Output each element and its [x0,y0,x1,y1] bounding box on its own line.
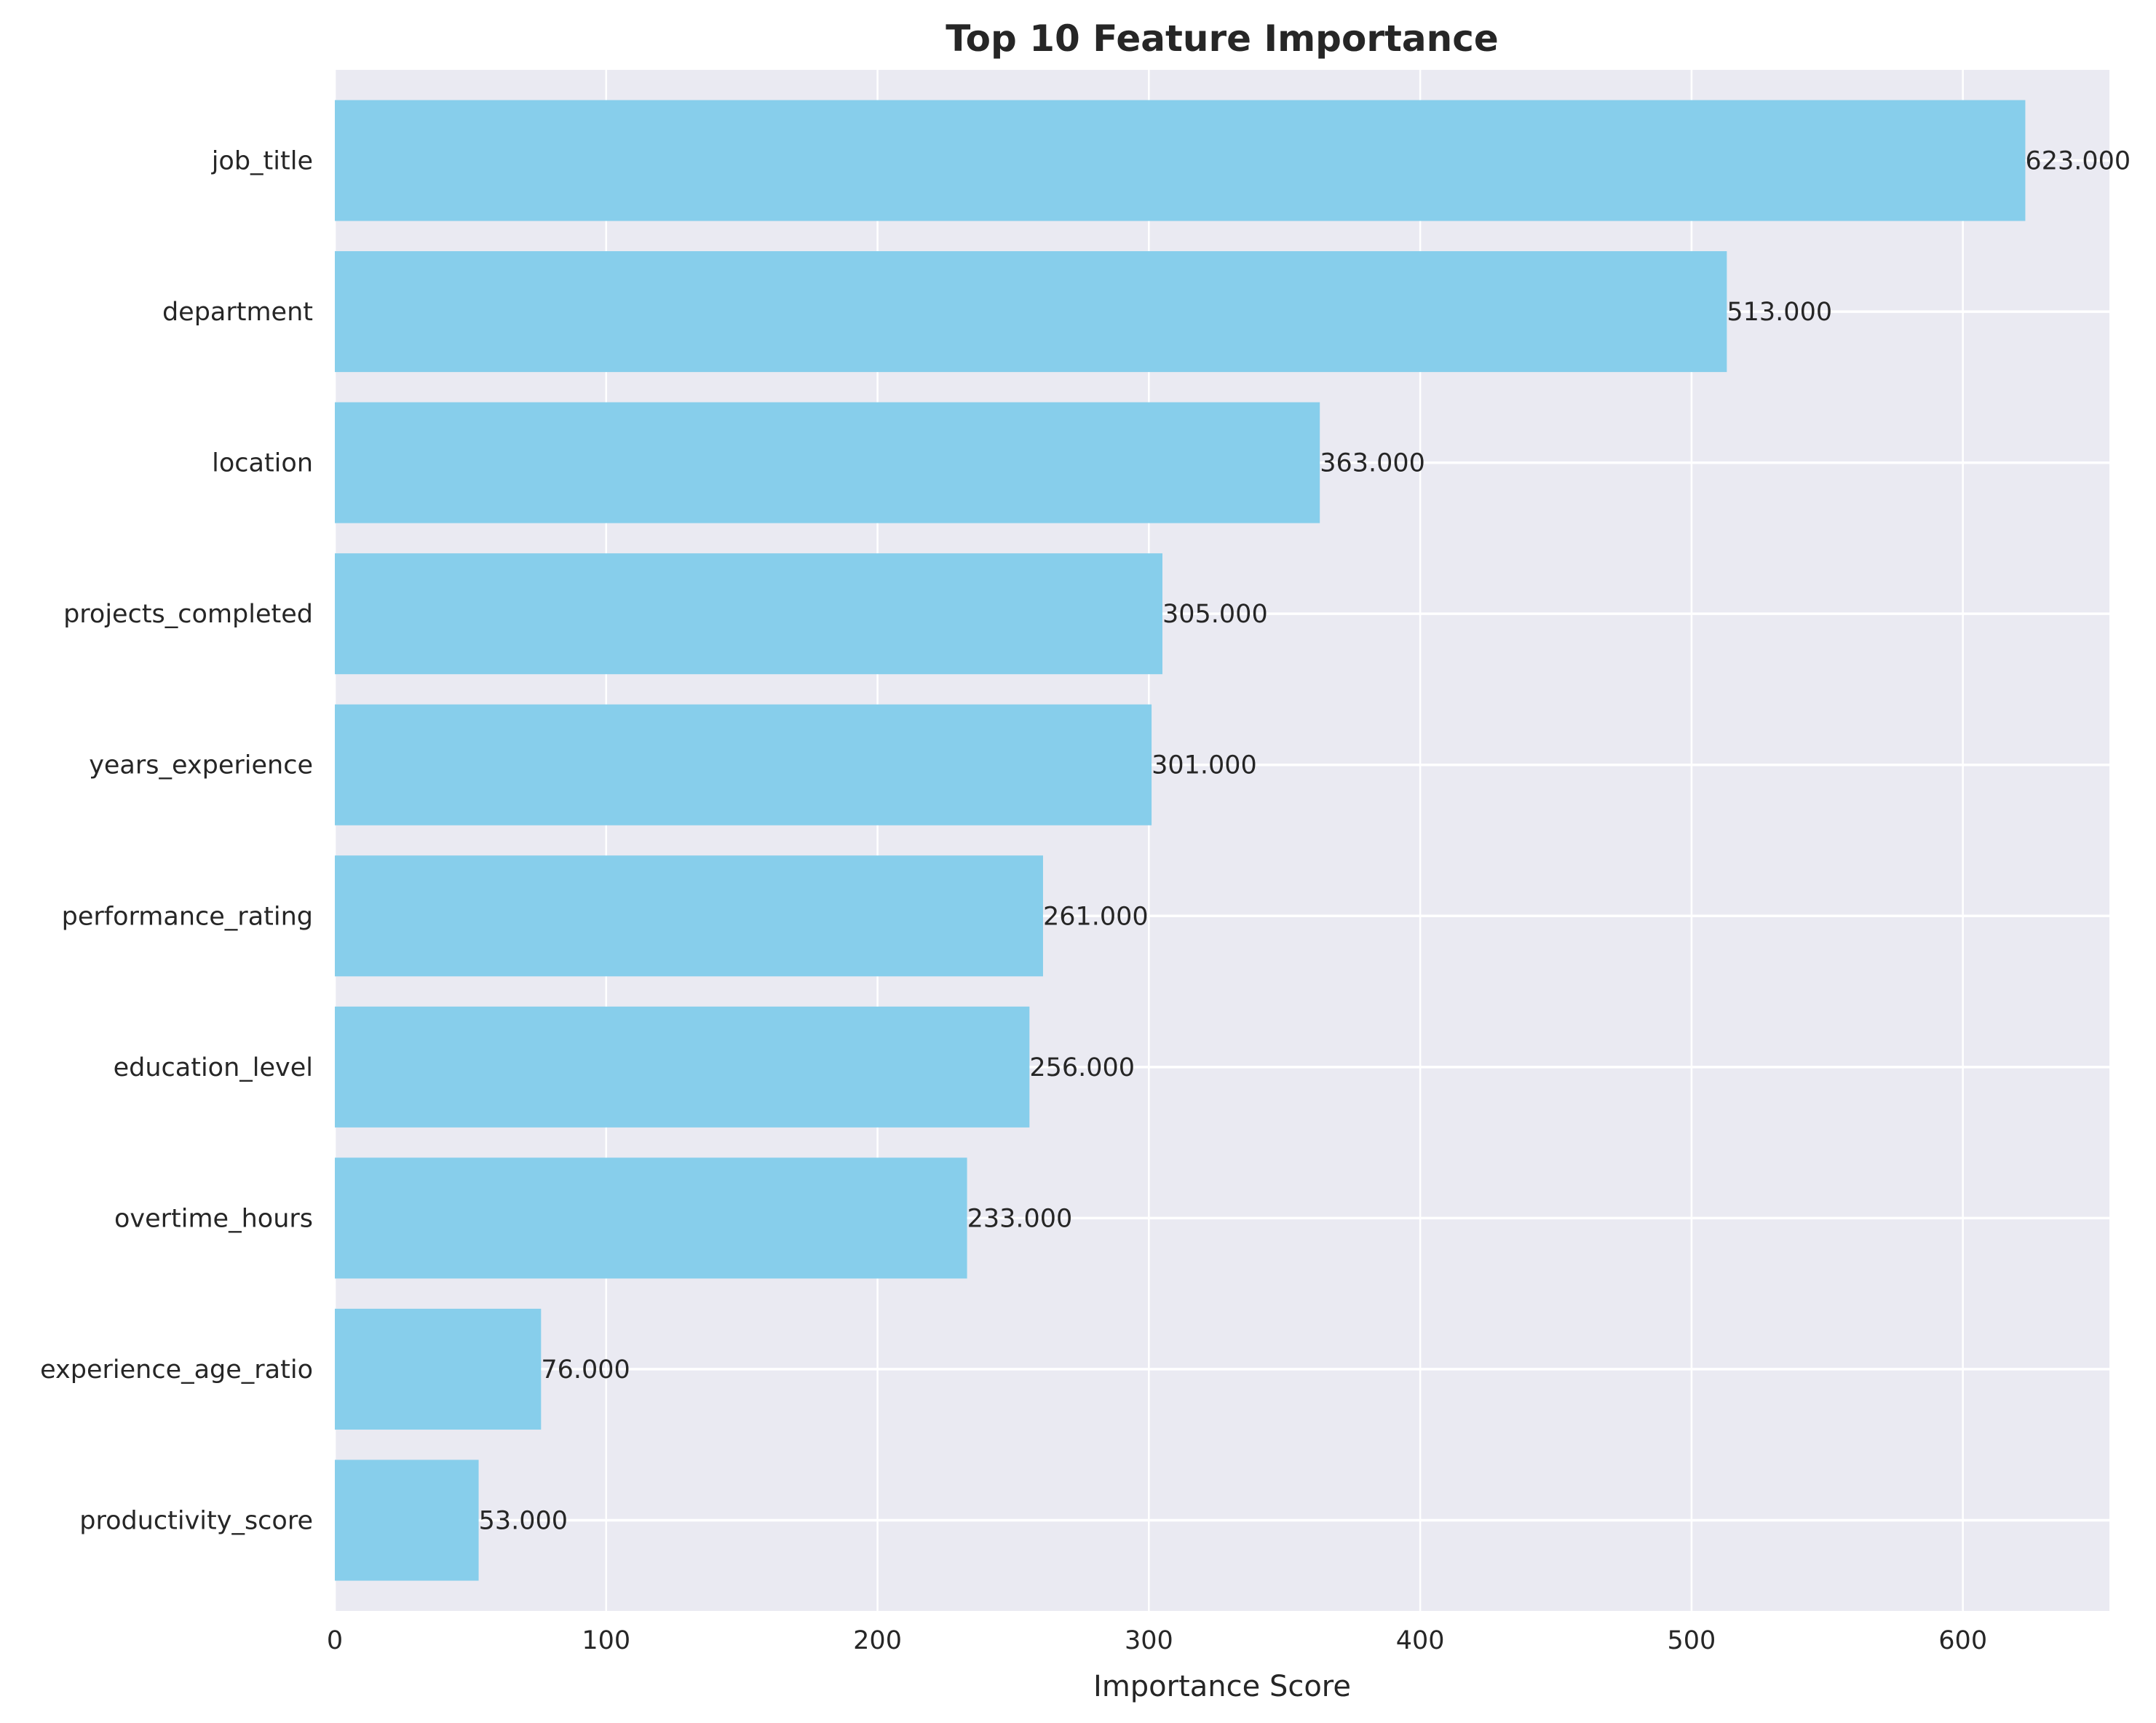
bar-value-label: 513.000 [1727,298,1832,327]
bar [335,251,1727,373]
y-tick-label: productivity_score [79,1506,313,1535]
bar [335,704,1152,825]
bar-value-label: 301.000 [1152,751,1257,780]
x-tick-label: 500 [1668,1626,1716,1655]
bar [335,1459,479,1581]
x-tick-labels: 0 100 200 300 400 500 600 [327,1626,1987,1655]
y-tick-label: location [212,449,313,478]
data-labels: 623.000 513.000 363.000 305.000 301.000 261.0… [479,147,2131,1536]
y-tick-label: projects_completed [63,600,313,629]
bars [335,100,2026,1581]
bar-value-label: 305.000 [1162,600,1268,629]
bar [335,855,1043,977]
bar [335,553,1162,675]
y-tick-labels: job_title department location projects_comp… [40,147,313,1536]
x-tick-label: 0 [327,1626,343,1655]
bar-value-label: 261.000 [1043,902,1149,931]
y-tick-label: years_experience [89,751,313,780]
bar-value-label: 76.000 [541,1355,630,1385]
y-tick-label: experience_age_ratio [40,1355,313,1385]
chart-title: Top 10 Feature Importance [946,17,1499,60]
bar-value-label: 623.000 [2025,147,2131,176]
y-tick-label: department [162,298,313,327]
y-tick-label: performance_rating [62,902,313,931]
x-tick-label: 100 [582,1626,630,1655]
x-tick-label: 200 [853,1626,902,1655]
y-tick-label: job_title [211,147,313,176]
bar [335,1308,542,1430]
bar-value-label: 363.000 [1320,449,1425,478]
bar [335,1006,1030,1128]
x-axis-label: Importance Score [1093,1670,1351,1703]
bar [335,100,2026,221]
y-tick-label: education_level [114,1053,313,1082]
bar [335,402,1320,523]
y-tick-label: overtime_hours [114,1204,313,1233]
bar-value-label: 53.000 [479,1506,568,1535]
bar-value-label: 233.000 [967,1204,1073,1233]
x-tick-label: 400 [1396,1626,1445,1655]
x-tick-label: 600 [1938,1626,1987,1655]
x-tick-label: 300 [1125,1626,1173,1655]
bar-value-label: 256.000 [1029,1053,1135,1082]
bar [335,1157,967,1279]
